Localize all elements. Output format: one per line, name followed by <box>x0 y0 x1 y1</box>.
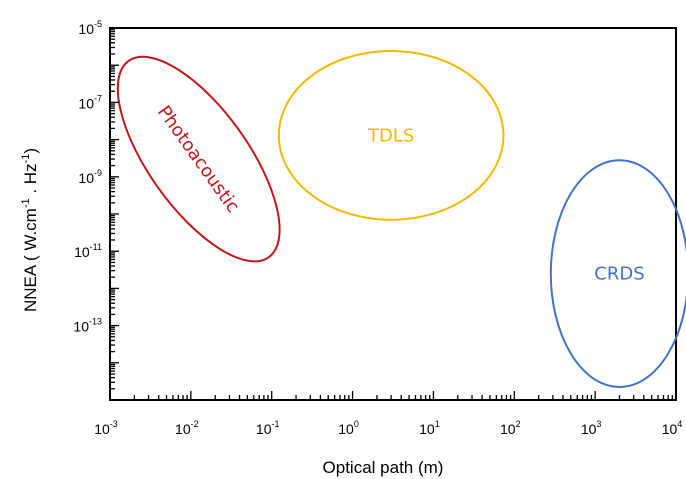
tdls-region: TDLS <box>277 49 505 221</box>
y-tick-label: 10-5 <box>78 19 102 37</box>
crds-label: CRDS <box>594 264 644 285</box>
x-axis-title: Optical path (m) <box>323 458 444 477</box>
y-axis-title-exp1: -1 <box>20 198 32 208</box>
tdls-label: TDLS <box>367 125 414 146</box>
plot-frame <box>109 27 677 401</box>
x-tick-label: 102 <box>500 419 521 437</box>
y-tick-label: 10-9 <box>78 168 102 186</box>
y-tick-label: 10-13 <box>73 317 102 335</box>
y-tick-label: 10-7 <box>78 93 102 111</box>
x-tick-label: 100 <box>338 419 359 437</box>
x-tick-label: 103 <box>581 419 602 437</box>
x-tick-label: 10-2 <box>175 419 199 437</box>
crds-ellipse <box>549 159 686 388</box>
y-tick-label: 10-11 <box>74 242 102 260</box>
x-tick-label: 101 <box>419 419 440 437</box>
tdls-ellipse <box>277 49 505 221</box>
x-tick-label: 10-3 <box>94 419 118 437</box>
y-axis-title-main: NNEA ( W.cm <box>21 208 40 312</box>
y-axis-title-exp2: -1 <box>20 154 32 164</box>
y-axis-title: NNEA ( W.cm-1 . Hz-1) <box>20 148 40 312</box>
y-axis-title-mid: . Hz <box>21 163 40 198</box>
photoacoustic-region: Photoacoustic <box>116 55 281 263</box>
y-axis-title-tail: ) <box>21 148 40 154</box>
x-tick-label: 104 <box>662 419 683 437</box>
crds-region: CRDS <box>549 159 686 388</box>
photoacoustic-ellipse <box>116 55 281 263</box>
x-tick-label: 10-1 <box>256 419 280 437</box>
